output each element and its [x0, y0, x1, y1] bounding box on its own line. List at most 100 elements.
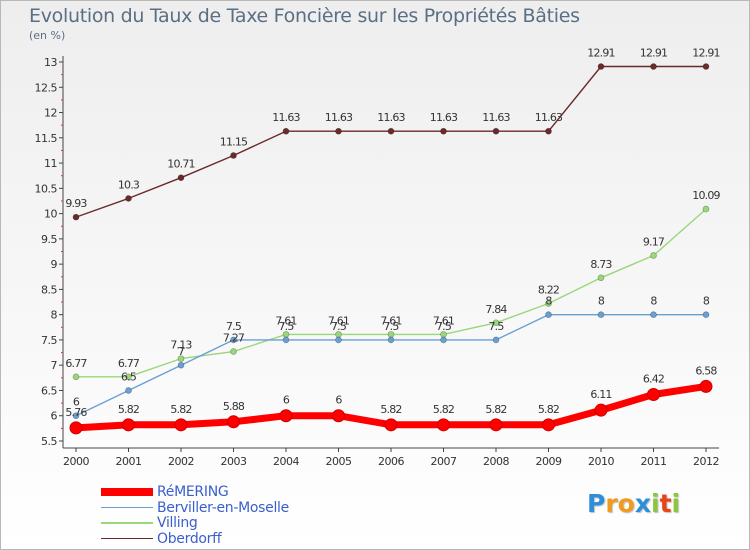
data-point-1	[597, 311, 605, 318]
data-label-1: 8	[650, 295, 657, 308]
logo-letter: o	[617, 489, 635, 518]
data-label-1: 7	[178, 345, 185, 358]
data-point-3	[492, 127, 500, 135]
data-point-0	[699, 379, 713, 393]
data-point-3	[335, 127, 342, 135]
data-label-2: 7.84	[485, 303, 507, 316]
data-label-2: 8.73	[590, 258, 612, 271]
legend-label: Oberdorff	[157, 530, 222, 547]
logo-letter: t	[659, 489, 672, 518]
x-tick-label: 2008	[483, 455, 509, 468]
data-label-2: 6.77	[118, 357, 140, 370]
data-point-0	[227, 415, 240, 429]
data-label-3: 11.63	[272, 111, 300, 124]
data-point-2	[125, 373, 132, 381]
data-label-2: 7.61	[380, 314, 401, 327]
data-point-1	[650, 311, 657, 318]
y-tick-label: 5.5	[41, 435, 57, 448]
data-label-1: 8	[545, 295, 552, 308]
data-label-3: 11.63	[430, 111, 458, 124]
data-point-0	[542, 418, 555, 432]
legend-swatch	[101, 488, 153, 496]
data-point-3	[387, 127, 395, 135]
data-label-3: 11.15	[220, 135, 248, 148]
x-tick-label: 2007	[431, 455, 457, 468]
data-point-0	[279, 409, 293, 423]
y-tick-label: 10	[44, 208, 57, 221]
legend-swatch	[101, 506, 153, 509]
data-label-3: 12.91	[640, 47, 668, 60]
legend-label: RéMERING	[157, 484, 229, 500]
data-label-0: 6.42	[643, 373, 664, 386]
legend-swatch	[101, 522, 153, 524]
data-point-3	[650, 63, 657, 70]
x-tick-label: 2003	[221, 455, 247, 468]
data-point-3	[230, 152, 237, 159]
logo-letter: i	[651, 489, 660, 518]
data-label-2: 7.61	[433, 314, 454, 327]
data-label-1: 7.5	[436, 320, 452, 333]
y-tick-label: 12.5	[35, 81, 58, 94]
data-point-3	[72, 213, 80, 221]
data-point-0	[647, 388, 660, 402]
data-point-0	[69, 421, 83, 435]
data-point-2	[230, 348, 237, 355]
data-label-0: 5.76	[65, 406, 87, 419]
data-label-3: 11.63	[377, 111, 405, 124]
data-point-1	[387, 336, 395, 344]
series-line-3	[75, 65, 706, 218]
data-point-0	[384, 418, 398, 432]
legend-swatch	[101, 537, 153, 540]
legend-label: Villing	[157, 515, 198, 531]
legend-label: Berviller-en-Moselle	[157, 499, 289, 516]
x-tick-label: 2005	[326, 455, 352, 468]
data-point-1	[177, 361, 185, 369]
data-label-2: 9.17	[643, 236, 665, 249]
data-point-0	[332, 409, 345, 423]
y-tick-label: 13	[44, 56, 57, 69]
logo-letter: P	[587, 489, 606, 518]
data-label-1: 7.5	[278, 320, 294, 333]
data-label-1: 7.5	[226, 320, 242, 333]
data-point-1	[440, 336, 447, 344]
data-label-2: 10.09	[692, 189, 720, 202]
x-tick-label: 2011	[641, 455, 667, 468]
data-label-0: 5.88	[223, 400, 245, 413]
data-label-0: 5.82	[433, 403, 454, 416]
data-label-0: 6	[335, 394, 342, 407]
data-label-3: 10.3	[118, 178, 140, 191]
data-label-3: 10.71	[167, 158, 195, 171]
data-label-0: 5.82	[170, 403, 191, 416]
data-label-0: 5.82	[118, 403, 139, 416]
x-tick-label: 2000	[63, 455, 89, 468]
y-tick-label: 10.5	[35, 182, 58, 195]
data-label-1: 7.5	[331, 320, 347, 333]
data-point-2	[72, 373, 80, 381]
y-tick-label: 8	[51, 309, 58, 322]
data-label-2: 7.27	[223, 332, 245, 345]
data-point-2	[702, 205, 710, 213]
x-tick-label: 2004	[273, 455, 299, 468]
x-tick-label: 2002	[168, 455, 194, 468]
data-point-3	[282, 127, 290, 135]
x-tick-label: 2006	[378, 455, 404, 468]
data-point-1	[702, 311, 710, 318]
y-tick-label: 7.5	[41, 334, 57, 347]
data-point-3	[597, 63, 605, 70]
data-point-2	[492, 319, 500, 327]
data-label-2: 7.61	[275, 314, 296, 327]
x-tick-label: 2010	[588, 455, 614, 468]
series-line-2	[76, 208, 707, 378]
data-label-3: 11.63	[535, 111, 563, 124]
y-tick-label: 6	[51, 410, 58, 423]
logo-letter: x	[634, 489, 651, 518]
logo-letter: r	[605, 489, 618, 518]
data-point-0	[122, 418, 135, 432]
data-label-1: 6	[73, 396, 80, 409]
data-label-3: 12.91	[587, 47, 615, 60]
data-label-3: 11.63	[482, 111, 510, 124]
data-label-1: 7.5	[488, 320, 504, 333]
data-point-0	[489, 418, 503, 432]
data-label-0: 5.82	[538, 403, 559, 416]
